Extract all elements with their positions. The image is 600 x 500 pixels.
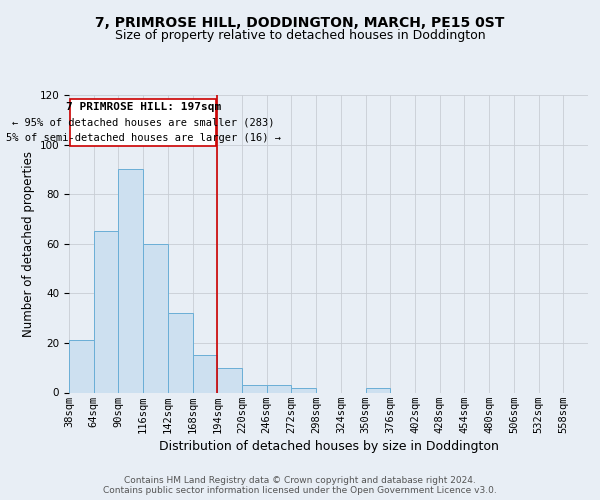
Bar bbox=[267, 385, 292, 392]
Bar bbox=[242, 385, 267, 392]
Text: Size of property relative to detached houses in Doddington: Size of property relative to detached ho… bbox=[115, 29, 485, 42]
Text: 7 PRIMROSE HILL: 197sqm: 7 PRIMROSE HILL: 197sqm bbox=[65, 102, 221, 113]
Text: ← 95% of detached houses are smaller (283): ← 95% of detached houses are smaller (28… bbox=[12, 118, 274, 128]
Bar bbox=[69, 340, 94, 392]
Text: Contains public sector information licensed under the Open Government Licence v3: Contains public sector information licen… bbox=[103, 486, 497, 495]
Bar bbox=[365, 388, 390, 392]
Bar bbox=[168, 313, 193, 392]
Y-axis label: Number of detached properties: Number of detached properties bbox=[22, 151, 35, 337]
Bar bbox=[193, 356, 217, 393]
Bar bbox=[118, 170, 143, 392]
X-axis label: Distribution of detached houses by size in Doddington: Distribution of detached houses by size … bbox=[158, 440, 499, 452]
Bar bbox=[292, 388, 316, 392]
Bar bbox=[217, 368, 242, 392]
FancyBboxPatch shape bbox=[70, 98, 216, 146]
Bar bbox=[143, 244, 168, 392]
Text: 7, PRIMROSE HILL, DODDINGTON, MARCH, PE15 0ST: 7, PRIMROSE HILL, DODDINGTON, MARCH, PE1… bbox=[95, 16, 505, 30]
Text: 5% of semi-detached houses are larger (16) →: 5% of semi-detached houses are larger (1… bbox=[5, 133, 281, 143]
Text: Contains HM Land Registry data © Crown copyright and database right 2024.: Contains HM Land Registry data © Crown c… bbox=[124, 476, 476, 485]
Bar bbox=[94, 232, 118, 392]
